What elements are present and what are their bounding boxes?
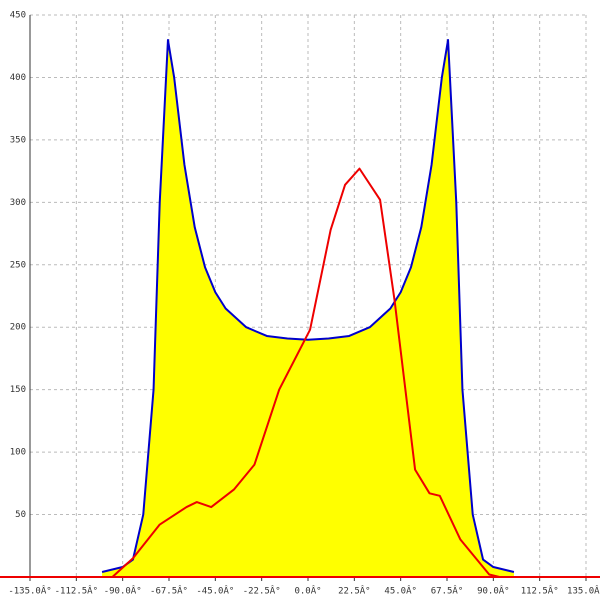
y-tick-label: 50 (15, 510, 26, 520)
x-tick-label: 90.0Â° (477, 585, 510, 597)
x-tick-label: 22.5Â° (338, 585, 371, 597)
y-tick-label: 100 (10, 448, 26, 458)
y-tick-label: 200 (10, 323, 26, 333)
line (101, 38, 515, 573)
x-tick-label: -135.0Â° (8, 585, 51, 597)
x-tick-label: 0.0Â° (294, 585, 321, 597)
x-tick-label: 135.0Â° (567, 585, 600, 597)
x-tick-label: -45.0Â° (196, 585, 234, 597)
x-tick-label: -22.5Â° (243, 585, 281, 597)
x-tick-label: -112.5Â° (55, 585, 98, 597)
x-tick-label: -90.0Â° (104, 585, 142, 597)
y-tick-label: 250 (10, 260, 26, 270)
y-tick-label: 350 (10, 135, 26, 145)
y-tick-label: 150 (10, 385, 26, 395)
x-tick-label: 67.5Â° (431, 585, 464, 597)
line (111, 167, 500, 578)
x-tick-label: 45.0Â° (384, 585, 417, 597)
y-tick-label: 300 (10, 198, 26, 208)
x-tick-label: 112.5Â° (521, 585, 559, 597)
y-tick-label: 400 (10, 73, 26, 83)
x-tick-label: -67.5Â° (150, 585, 188, 597)
y-tick-label: 450 (10, 11, 26, 21)
